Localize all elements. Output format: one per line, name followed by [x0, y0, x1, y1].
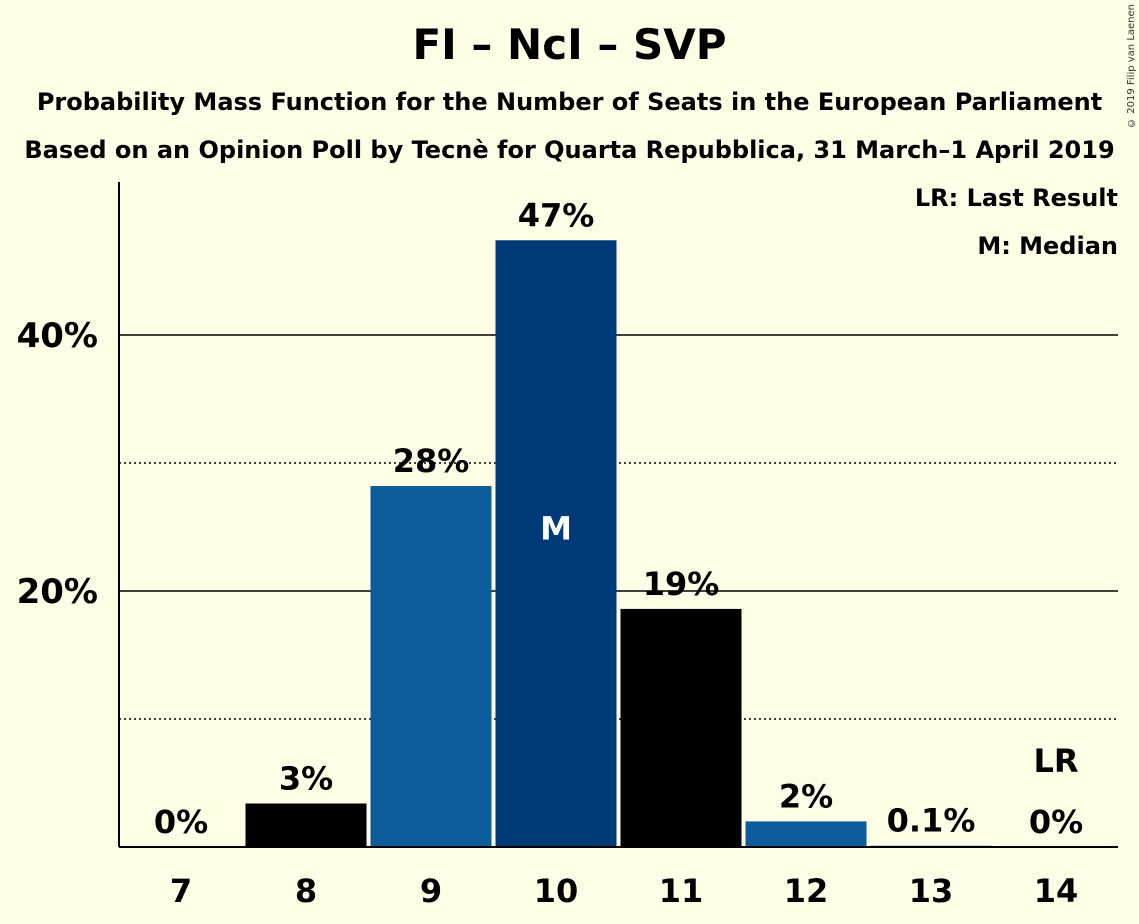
chart-subtitle-2: Based on an Opinion Poll by Tecnè for Qu… — [24, 136, 1115, 164]
bar — [245, 803, 367, 847]
chart-title: FI – NcI – SVP — [412, 20, 727, 69]
data-label: 3% — [279, 759, 333, 797]
y-tick-label: 40% — [17, 316, 98, 356]
chart-subtitle-1: Probability Mass Function for the Number… — [36, 88, 1103, 116]
data-label: 47% — [518, 196, 595, 234]
x-tick-label: 8 — [295, 872, 317, 910]
data-label: 0.1% — [887, 802, 976, 840]
legend-last-result: LR: Last Result — [914, 184, 1118, 212]
median-marker: M — [540, 510, 572, 548]
bar — [620, 608, 742, 847]
bar — [495, 240, 617, 847]
x-tick-label: 14 — [1034, 872, 1079, 910]
legend-median: M: Median — [977, 232, 1118, 260]
last-result-marker: LR — [1033, 742, 1078, 780]
data-label: 2% — [779, 777, 833, 815]
bar — [745, 821, 867, 847]
bar — [370, 486, 492, 847]
x-tick-label: 7 — [170, 872, 192, 910]
x-tick-label: 9 — [420, 872, 442, 910]
data-label: 0% — [1029, 803, 1083, 841]
data-label: 0% — [154, 803, 208, 841]
data-label: 28% — [393, 442, 470, 480]
x-tick-label: 11 — [659, 872, 704, 910]
data-label: 19% — [643, 565, 720, 603]
x-tick-label: 10 — [534, 872, 579, 910]
x-tick-label: 12 — [784, 872, 829, 910]
x-tick-label: 13 — [909, 872, 954, 910]
y-tick-label: 20% — [17, 572, 98, 612]
